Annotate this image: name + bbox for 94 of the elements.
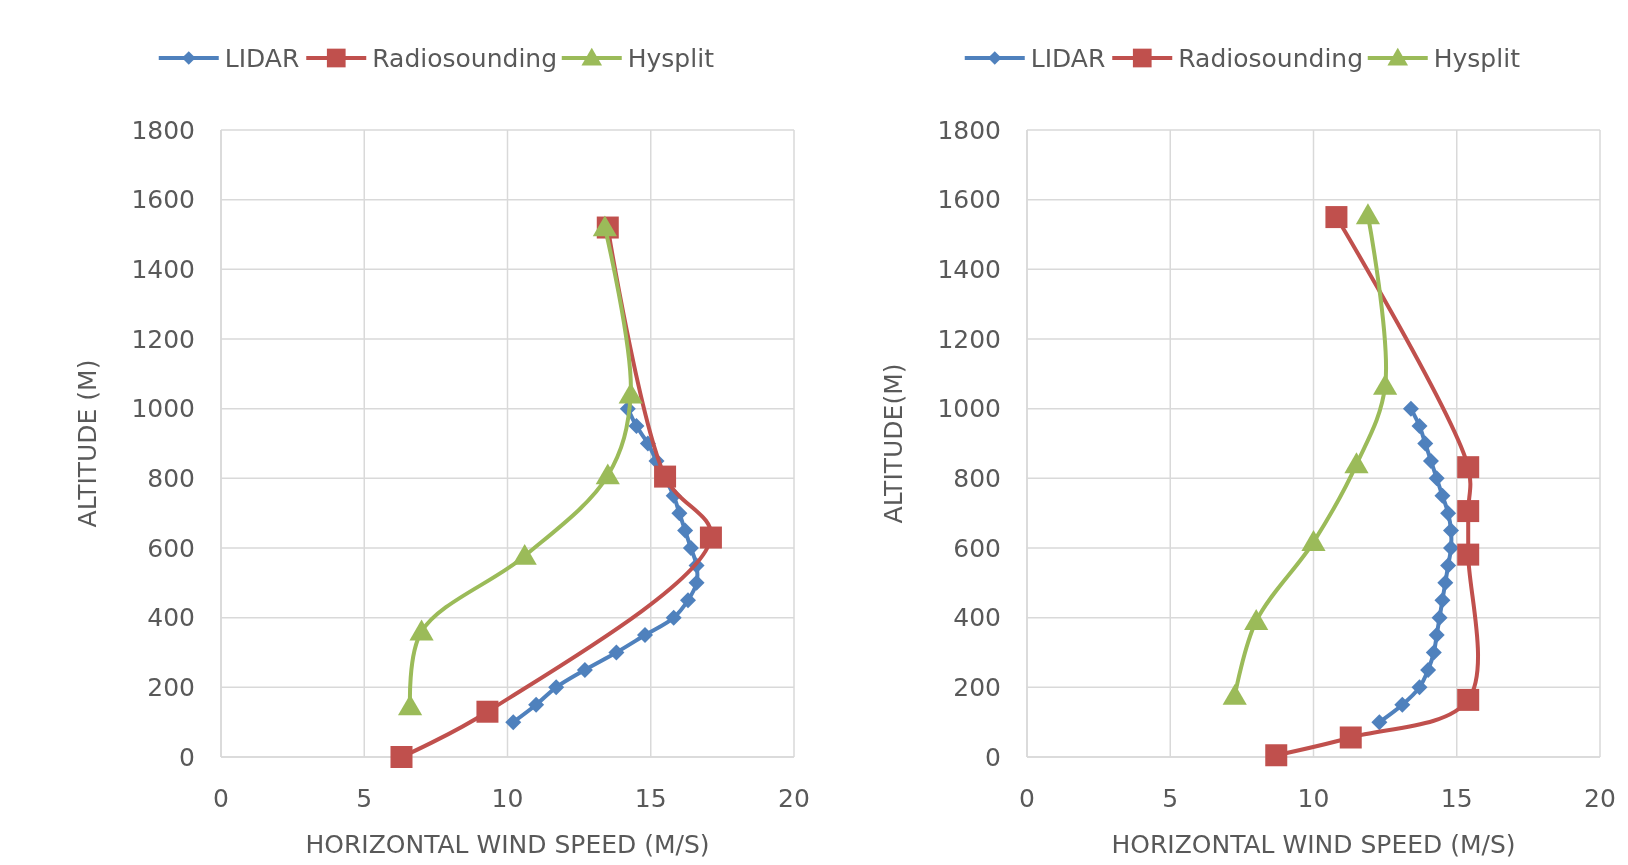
point xyxy=(1420,661,1437,678)
point xyxy=(397,694,423,716)
x-tick-label: 5 xyxy=(356,784,373,813)
point xyxy=(654,465,677,488)
y-tick-label: 1600 xyxy=(937,185,1001,215)
y-axis-title: ALTITUDE (M) xyxy=(73,359,102,528)
point xyxy=(677,522,694,539)
point xyxy=(671,505,688,522)
legend-label: LIDAR xyxy=(1030,43,1106,73)
point xyxy=(1437,574,1454,591)
point xyxy=(1425,644,1442,661)
point xyxy=(628,418,645,435)
y-tick-label: 1800 xyxy=(131,115,195,145)
point xyxy=(1428,627,1445,644)
y-axis-title: ALTITUDE(M) xyxy=(879,363,908,524)
point xyxy=(1411,679,1428,696)
y-tick-label: 1200 xyxy=(131,324,195,354)
point xyxy=(1422,452,1439,469)
y-tick-label: 1800 xyxy=(937,115,1001,145)
point xyxy=(608,644,625,661)
point xyxy=(505,714,522,731)
y-tick-label: 600 xyxy=(147,533,195,563)
x-tick-label: 10 xyxy=(1297,784,1330,813)
point xyxy=(637,627,654,644)
x-tick-label: 15 xyxy=(1440,784,1473,813)
point xyxy=(1373,373,1398,395)
legend-label: Radiosounding xyxy=(372,43,558,73)
point xyxy=(1457,500,1480,523)
point xyxy=(548,679,565,696)
point xyxy=(528,696,545,713)
point xyxy=(476,700,499,723)
point xyxy=(1344,452,1369,474)
point xyxy=(1440,505,1457,522)
y-tick-label: 1000 xyxy=(131,394,195,424)
legend-label: Hysplit xyxy=(1433,43,1521,73)
point xyxy=(1440,557,1457,574)
point xyxy=(699,526,722,549)
y-tick-label: 200 xyxy=(953,673,1001,703)
y-tick-label: 1200 xyxy=(937,324,1001,354)
point xyxy=(682,540,699,556)
legend-label: Hysplit xyxy=(627,43,715,73)
y-tick-label: 0 xyxy=(985,742,1001,772)
y-tick-label: 400 xyxy=(147,603,195,633)
x-tick-label: 15 xyxy=(634,784,667,813)
y-tick-label: 800 xyxy=(147,464,195,494)
point xyxy=(1222,683,1247,705)
point xyxy=(1457,543,1480,566)
y-tick-label: 400 xyxy=(953,603,1001,633)
point xyxy=(1301,529,1326,551)
point xyxy=(1355,203,1381,225)
y-tick-label: 1400 xyxy=(131,255,195,285)
y-tick-label: 600 xyxy=(953,533,1001,563)
point xyxy=(1443,540,1460,556)
y-tick-label: 800 xyxy=(953,464,1001,494)
point xyxy=(1411,418,1428,435)
point xyxy=(595,463,620,485)
x-axis-title: HORIZONTAL WIND SPEED (M/S) xyxy=(305,830,710,859)
point xyxy=(1434,592,1451,609)
point xyxy=(618,382,643,404)
point xyxy=(390,746,413,768)
point xyxy=(1457,456,1480,479)
point xyxy=(1339,726,1362,749)
y-tick-label: 1400 xyxy=(937,255,1001,285)
point xyxy=(409,619,434,641)
point xyxy=(576,661,593,678)
y-tick-label: 0 xyxy=(179,742,195,772)
x-tick-label: 20 xyxy=(1584,784,1616,813)
point xyxy=(1434,487,1451,504)
point xyxy=(512,543,537,565)
point xyxy=(1428,470,1445,487)
legend-label: Radiosounding xyxy=(1178,43,1364,73)
point xyxy=(680,592,696,609)
point xyxy=(1371,714,1388,731)
x-tick-label: 10 xyxy=(491,784,524,813)
x-tick-label: 0 xyxy=(213,784,229,813)
point xyxy=(1443,522,1460,539)
y-tick-label: 1000 xyxy=(937,394,1001,424)
x-tick-label: 0 xyxy=(1019,784,1035,813)
x-axis-title: HORIZONTAL WIND SPEED (M/S) xyxy=(1111,830,1516,859)
x-tick-label: 20 xyxy=(778,784,810,813)
point xyxy=(1244,609,1269,630)
point xyxy=(1402,400,1419,417)
point xyxy=(1431,609,1448,626)
point xyxy=(665,609,682,626)
y-tick-label: 200 xyxy=(147,673,195,703)
point xyxy=(1417,435,1434,452)
point xyxy=(688,574,705,591)
point xyxy=(1265,744,1288,767)
point xyxy=(1325,206,1348,229)
legend-label: LIDAR xyxy=(224,43,300,73)
x-tick-label: 5 xyxy=(1162,784,1179,813)
y-tick-label: 1600 xyxy=(131,185,195,215)
point xyxy=(1457,688,1480,711)
point xyxy=(1394,696,1411,713)
